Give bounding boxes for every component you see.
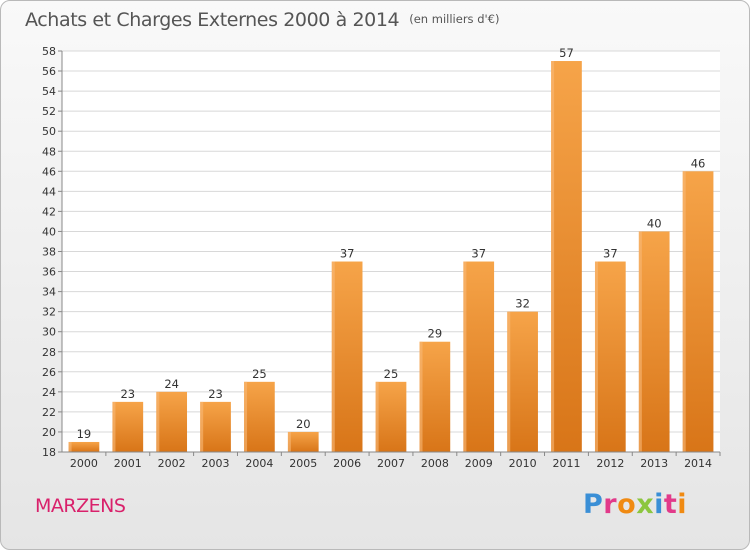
bar-value-label: 23: [208, 387, 223, 401]
bar-highlight: [463, 261, 467, 452]
y-tick-label: 50: [42, 125, 56, 138]
bar-highlight: [594, 261, 598, 452]
y-tick-label: 54: [42, 85, 56, 98]
y-tick-label: 32: [42, 306, 56, 319]
bar-highlight: [244, 381, 248, 452]
x-tick-label: 2013: [640, 457, 668, 470]
commune-name: MARZENS: [35, 495, 126, 517]
bar-value-label: 19: [77, 427, 92, 441]
chart-title-text: Achats et Charges Externes 2000 à 2014: [25, 9, 400, 31]
bar-value-label: 32: [515, 297, 530, 311]
bar-2013: [638, 231, 670, 452]
bar-value-label: 23: [120, 387, 135, 401]
y-tick-label: 44: [42, 185, 56, 198]
x-tick-label: 2008: [421, 457, 449, 470]
proxiti-logo[interactable]: Proxiti: [583, 489, 687, 520]
bar-2011: [551, 61, 582, 453]
bar-2000: [68, 441, 100, 452]
chart-subtitle: (en milliers d'€): [409, 12, 500, 26]
bar-value-label: 37: [340, 247, 355, 261]
y-tick-label: 42: [42, 205, 56, 218]
logo-letter: r: [603, 489, 618, 520]
x-tick-label: 2009: [465, 457, 493, 470]
bar-value-label: 25: [384, 367, 399, 381]
x-tick-label: 2001: [114, 457, 142, 470]
y-tick-label: 34: [42, 286, 56, 299]
y-tick-label: 56: [42, 65, 56, 78]
bar-highlight: [682, 171, 686, 453]
bar-2005: [287, 431, 319, 452]
bar-2001: [112, 401, 144, 452]
y-tick-label: 40: [42, 225, 56, 238]
logo-letter: t: [663, 489, 678, 520]
bar-value-label: 57: [559, 46, 574, 60]
y-tick-label: 18: [42, 446, 56, 459]
y-tick-label: 36: [42, 266, 56, 279]
bar-value-label: 29: [428, 327, 443, 341]
x-tick-label: 2014: [684, 457, 712, 470]
y-tick-label: 26: [42, 366, 56, 379]
y-tick-label: 58: [42, 45, 56, 58]
x-tick-label: 2003: [202, 457, 230, 470]
bar-2010: [507, 311, 538, 452]
x-tick-label: 2006: [333, 457, 361, 470]
chart-title: Achats et Charges Externes 2000 à 2014 (e…: [25, 9, 499, 31]
bar-value-label: 20: [296, 417, 311, 431]
bar-value-label: 46: [691, 156, 706, 170]
logo-letter: i: [654, 489, 664, 520]
x-tick-label: 2000: [70, 457, 98, 470]
bar-2014: [682, 171, 714, 453]
bar-2002: [156, 391, 188, 452]
x-tick-label: 2002: [158, 457, 186, 470]
bar-highlight: [112, 401, 116, 452]
bar-2006: [331, 261, 363, 452]
bar-2008: [419, 341, 451, 452]
bar-highlight: [419, 341, 423, 452]
bar-highlight: [375, 381, 379, 452]
bar-highlight: [507, 311, 511, 452]
y-tick-label: 52: [42, 105, 56, 118]
bar-highlight: [156, 391, 160, 452]
logo-letter: i: [677, 489, 688, 520]
y-tick-label: 28: [42, 346, 56, 359]
bar-2007: [375, 381, 407, 452]
x-tick-label: 2010: [509, 457, 537, 470]
x-tick-label: 2007: [377, 457, 405, 470]
y-tick-label: 20: [42, 426, 56, 439]
bar-2003: [200, 401, 231, 452]
logo-letter: x: [636, 489, 655, 520]
y-tick-label: 38: [42, 246, 56, 259]
x-tick-label: 2005: [289, 457, 317, 470]
bar-value-label: 37: [471, 247, 486, 261]
bar-2012: [594, 261, 626, 452]
bar-highlight: [331, 261, 335, 452]
bar-highlight: [551, 61, 555, 453]
x-tick-label: 2012: [596, 457, 624, 470]
y-tick-label: 24: [42, 386, 56, 399]
y-tick-label: 48: [42, 145, 56, 158]
logo-letter: o: [617, 489, 637, 520]
y-tick-label: 46: [42, 165, 56, 178]
bar-value-label: 25: [252, 367, 267, 381]
bar-highlight: [287, 431, 291, 452]
bar-highlight: [638, 231, 642, 452]
x-tick-label: 2011: [552, 457, 580, 470]
y-tick-label: 22: [42, 406, 56, 419]
logo-letter: P: [583, 489, 604, 520]
bar-value-label: 24: [164, 377, 179, 391]
bar-value-label: 37: [603, 247, 618, 261]
bar-highlight: [68, 441, 72, 452]
bar-2004: [244, 381, 275, 452]
bar-value-label: 40: [647, 216, 662, 230]
bar-highlight: [200, 401, 204, 452]
y-tick-label: 30: [42, 326, 56, 339]
x-tick-label: 2004: [245, 457, 273, 470]
bar-2009: [463, 261, 495, 452]
